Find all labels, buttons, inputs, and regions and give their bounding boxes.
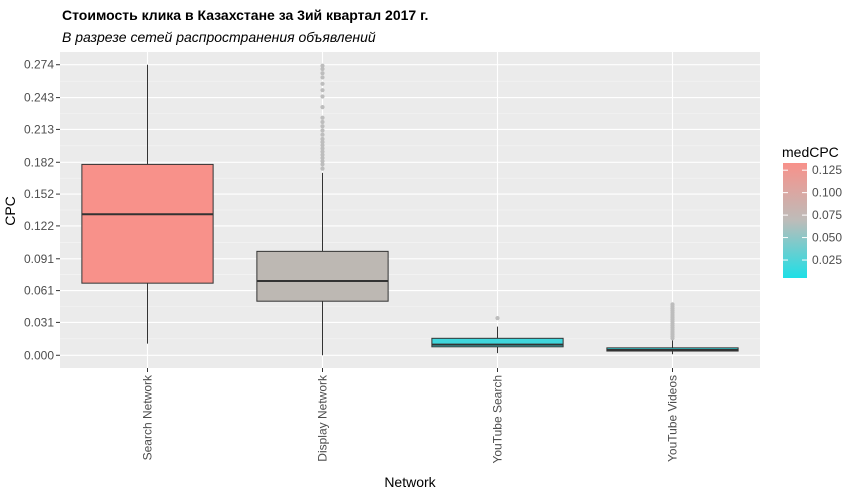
y-tick-label: 0.091 [24, 252, 54, 266]
box-display-network [256, 63, 389, 356]
outlier-point [320, 75, 325, 80]
y-axis-title: CPC [2, 196, 18, 226]
x-tick-label: Display Network [316, 374, 330, 462]
outlier-point [320, 159, 325, 164]
legend-tick-label: 0.075 [812, 208, 842, 222]
chart-title: Стоимость клика в Казахстане за 3ий квар… [62, 7, 428, 23]
legend-title: medCPC [782, 144, 839, 160]
y-tick-label: 0.000 [24, 348, 54, 362]
y-tick-label: 0.152 [24, 187, 54, 201]
legend-tick-label: 0.125 [812, 163, 842, 177]
outlier-point [320, 94, 325, 99]
outlier-point [320, 66, 325, 72]
y-tick-label: 0.243 [24, 91, 54, 105]
outlier-point [320, 132, 325, 137]
x-tick-label: Search Network [141, 374, 155, 460]
box-body [431, 337, 564, 348]
box-series [81, 63, 739, 356]
outlier-point [320, 124, 325, 129]
box-body [81, 163, 214, 284]
outlier-point [320, 71, 325, 76]
x-tick-label: YouTube Videos [666, 375, 680, 462]
outlier-point [320, 162, 325, 167]
y-tick-label: 0.031 [24, 315, 54, 329]
outlier-point [320, 81, 325, 86]
outlier-point [320, 143, 325, 148]
outlier-point [320, 136, 325, 142]
legend-tick-label: 0.050 [812, 231, 842, 245]
x-axis-title: Network [384, 474, 436, 490]
outlier-point [320, 149, 325, 154]
outlier-point [320, 119, 325, 125]
x-axis: Search Network Display Network YouTube Sea… [141, 368, 680, 464]
outlier-point [320, 63, 325, 68]
y-axis: 0.000 0.031 0.061 0.091 0.122 0.152 0.182 0.213… [24, 58, 60, 362]
box-youtube-videos [606, 302, 739, 355]
legend-tick-label: 0.025 [812, 253, 842, 267]
y-tick-label: 0.274 [24, 58, 54, 72]
outlier-point [495, 316, 500, 321]
legend-tick-label: 0.100 [812, 186, 842, 200]
outlier-point [670, 302, 675, 307]
outlier-point [320, 166, 325, 171]
y-tick-label: 0.213 [24, 122, 54, 136]
legend-colorbar [783, 163, 807, 278]
color-legend: medCPC 0.025 0.050 0.075 0.100 0.125 [782, 144, 842, 278]
outlier-point [320, 128, 325, 133]
outlier-point [320, 105, 325, 110]
outlier-point [320, 88, 325, 93]
box-search-network [81, 64, 214, 344]
outlier-point [320, 155, 325, 161]
outlier-point [320, 146, 325, 151]
outlier-point [320, 140, 325, 145]
y-tick-label: 0.061 [24, 284, 54, 298]
outlier-point [320, 115, 325, 120]
chart-subtitle: В разрезе сетей распространения объявлен… [62, 29, 376, 45]
box-body [256, 250, 389, 302]
box-youtube-search [431, 316, 564, 354]
x-tick-label: YouTube Search [491, 375, 505, 464]
y-tick-label: 0.182 [24, 155, 54, 169]
outlier-point [320, 152, 325, 157]
y-tick-label: 0.122 [24, 219, 54, 233]
